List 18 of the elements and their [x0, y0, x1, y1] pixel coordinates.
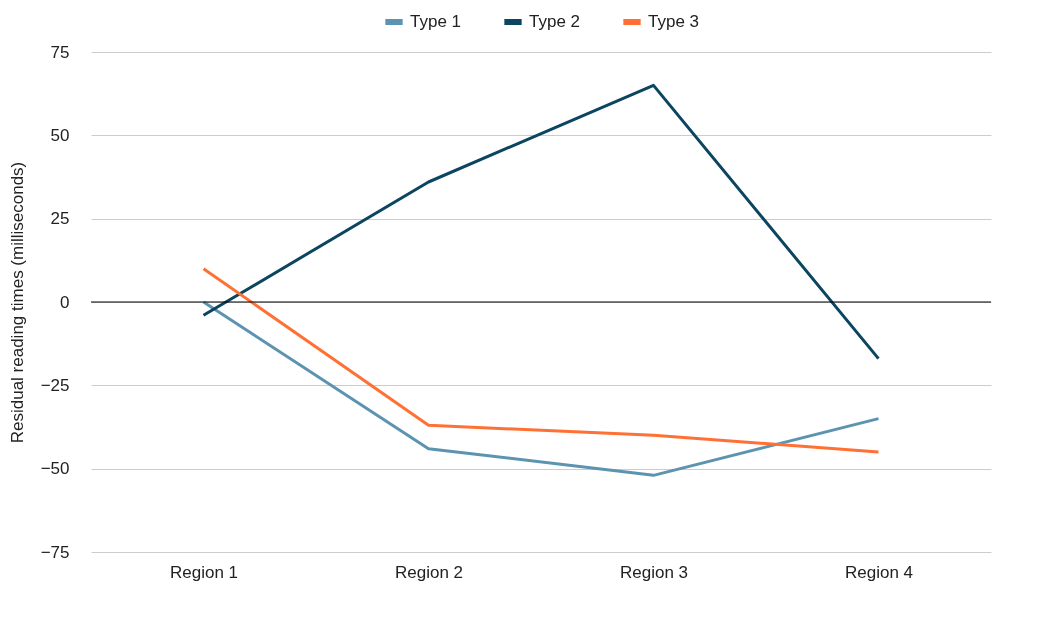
line-series [202, 300, 880, 477]
y-tick-label: 0 [60, 292, 70, 312]
legend-label: Type 1 [410, 12, 462, 31]
y-tick-label: 50 [50, 125, 70, 145]
legend-label: Type 3 [648, 12, 700, 31]
y-tick-label: −25 [40, 375, 70, 395]
y-tick-label: −75 [40, 542, 70, 562]
y-axis-title: Residual reading times (milliseconds) [7, 161, 27, 444]
line-series [202, 267, 880, 454]
y-tick-label: 25 [50, 209, 70, 229]
x-tick-label: Region 4 [844, 562, 914, 582]
x-tick-label: Region 1 [169, 562, 239, 582]
x-tick-label: Region 3 [619, 562, 689, 582]
y-tick-label: −50 [40, 459, 70, 479]
legend-label: Type 2 [529, 12, 581, 31]
line-series [202, 83, 880, 361]
y-tick-label: 75 [50, 42, 70, 62]
x-tick-label: Region 2 [394, 562, 464, 582]
